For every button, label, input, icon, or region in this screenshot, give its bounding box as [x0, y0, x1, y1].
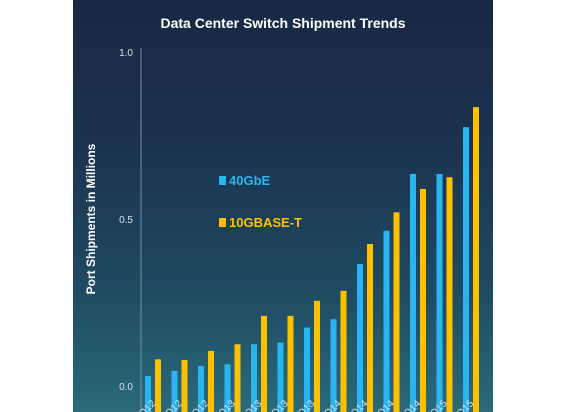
bar-10gbase-t-3q14	[393, 212, 400, 412]
legend-label: 10GBASE-T	[229, 215, 302, 230]
bar-chart: Data Center Switch Shipment Trends Port …	[84, 15, 479, 412]
bar-40gbe-2q13	[251, 344, 257, 412]
legend: 40GbE 10GBASE-T	[219, 173, 302, 230]
bar-40gbe-3q13	[277, 342, 284, 412]
bar-40gbe-3q12	[171, 370, 178, 412]
bar-40gbe-1q13	[224, 364, 231, 412]
y-axis-label: Port Shipments in Millions	[84, 143, 98, 294]
bar-10gbase-t-2q15	[473, 107, 479, 412]
bar-10gbase-t-2q14	[367, 244, 373, 412]
bar-10gbase-t-2q12	[155, 359, 161, 412]
bar-series	[145, 107, 479, 412]
y-tick-label: 0.0	[119, 382, 133, 393]
legend-swatch	[219, 176, 226, 185]
legend-label: 40GbE	[229, 173, 271, 188]
bar-40gbe-2q12	[145, 375, 151, 412]
bar-40gbe-1q14	[330, 319, 337, 412]
bar-40gbe-4q14	[410, 173, 416, 412]
y-tick-label: 1.0	[119, 48, 133, 59]
bar-10gbase-t-2q13	[261, 315, 267, 412]
y-tick-label: 0.5	[119, 215, 133, 226]
bar-10gbase-t-4q14	[420, 188, 426, 412]
bar-40gbe-4q12	[198, 365, 204, 412]
bar-10gbase-t-1q15	[446, 177, 453, 412]
chart-title: Data Center Switch Shipment Trends	[160, 15, 405, 31]
chart-panel: Data Center Switch Shipment Trends Port …	[73, 0, 493, 412]
bar-40gbe-2q15	[463, 127, 469, 412]
bar-40gbe-1q15	[436, 173, 443, 412]
bar-10gbase-t-3q12	[181, 359, 188, 412]
bar-10gbase-t-3q13	[287, 315, 294, 412]
legend-swatch	[219, 218, 226, 227]
bar-10gbase-t-4q12	[208, 350, 214, 412]
bar-10gbase-t-4q13	[314, 300, 320, 412]
bar-10gbase-t-1q13	[234, 344, 241, 412]
bar-10gbase-t-1q14	[340, 290, 347, 412]
bar-40gbe-3q14	[383, 230, 390, 412]
y-axis-ticks: 0.0 0.5 1.0	[119, 48, 133, 393]
bar-40gbe-4q13	[304, 327, 310, 412]
bar-40gbe-2q14	[357, 264, 363, 412]
